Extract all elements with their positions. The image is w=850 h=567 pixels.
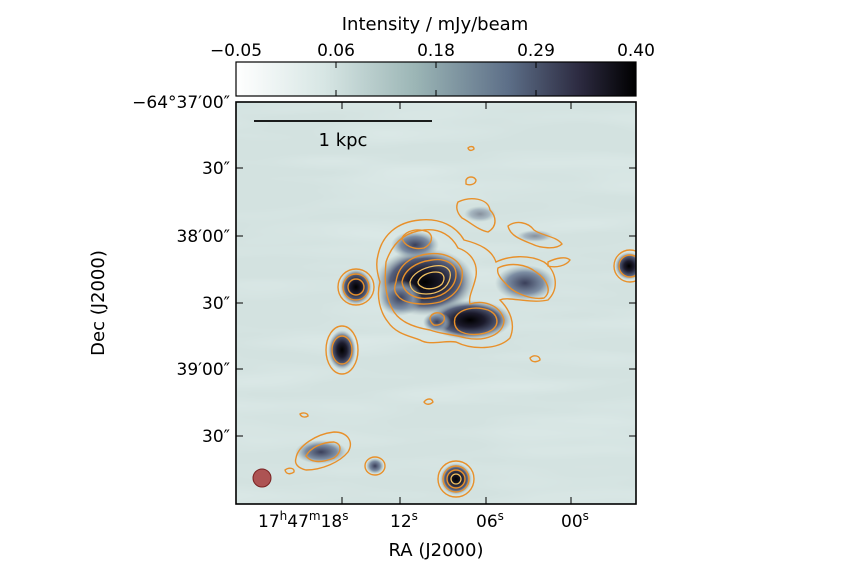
x-axis-ticks <box>341 102 572 504</box>
contour-central-2 <box>384 229 505 340</box>
inner-contours <box>409 264 462 485</box>
contour-north-lobe <box>401 229 433 250</box>
contour-central-5 <box>409 264 452 295</box>
contour-north-arm <box>456 198 496 233</box>
contour-tiny-5 <box>299 412 309 418</box>
contour-east-extension <box>496 263 549 300</box>
x-tick-label: 06s <box>476 509 504 532</box>
y-tick-label: 39′00″ <box>177 360 230 380</box>
contour-sw-filament-2 <box>305 441 341 463</box>
beam-ellipse <box>252 468 272 488</box>
y-axis-title: Dec (J2000) <box>88 250 109 356</box>
contour-tiny-2 <box>467 145 475 152</box>
y-tick-label: 30″ <box>202 427 230 447</box>
contour-tiny-3 <box>529 355 541 363</box>
contour-south-small <box>364 456 386 476</box>
colorbar-tick-label: −0.05 <box>210 41 262 61</box>
contour-central-3 <box>393 252 463 305</box>
contour-east-filament <box>547 257 571 268</box>
contour-tiny-6 <box>284 467 295 475</box>
colorbar-tick-label: 0.18 <box>417 41 455 61</box>
contours <box>284 145 636 498</box>
y-tick-label: −64°37′00″ <box>132 93 230 113</box>
contour-tiny-1 <box>465 176 477 186</box>
y-axis-ticks <box>236 101 636 437</box>
colorbar-tick-label: 0.29 <box>517 41 555 61</box>
contour-west-knot-2 <box>342 273 370 301</box>
contour-south-knot-2 <box>442 465 470 493</box>
contour-south-knot-4 <box>450 473 462 485</box>
x-tick-label: 12s <box>390 509 418 532</box>
x-axis-title: RA (J2000) <box>389 540 484 561</box>
contour-sw-knot-2 <box>331 335 353 365</box>
contour-edge-source-1 <box>613 249 636 283</box>
colorbar: Intensity / mJy/beam −0.05 0.06 0.18 0.2… <box>210 14 655 97</box>
intensity-map <box>236 102 636 504</box>
scale-bar-label: 1 kpc <box>319 130 368 151</box>
colorbar-tick-label: 0.06 <box>317 41 355 61</box>
y-tick-label: 30″ <box>202 159 230 179</box>
contour-central-4 <box>401 258 457 300</box>
contour-tiny-4 <box>423 398 434 405</box>
contour-south-knot-3 <box>446 469 466 489</box>
contour-central-6 <box>417 271 445 290</box>
contour-central-outer <box>375 219 556 349</box>
contour-sw-filament-1 <box>294 431 352 471</box>
contour-edge-source-2 <box>618 254 636 278</box>
contour-west-knot-3 <box>347 278 365 296</box>
contour-ne-arm <box>507 221 563 249</box>
contour-east-knot <box>453 307 498 336</box>
contour-west-knot-1 <box>337 268 375 306</box>
contour-sw-knot-1 <box>325 325 359 375</box>
scale-bar: 1 kpc <box>254 120 432 151</box>
colorbar-tick-label: 0.40 <box>617 41 655 61</box>
x-tick-label-full: 17h47m18s <box>258 509 349 532</box>
y-tick-label: 38′00″ <box>177 227 230 247</box>
y-tick-label: 30″ <box>202 294 230 314</box>
colorbar-ticks <box>335 62 537 96</box>
contour-small-knot <box>429 312 446 326</box>
x-tick-label: 00s <box>561 509 589 532</box>
contour-south-knot-1 <box>437 460 475 498</box>
colorbar-title: Intensity / mJy/beam <box>342 14 528 35</box>
